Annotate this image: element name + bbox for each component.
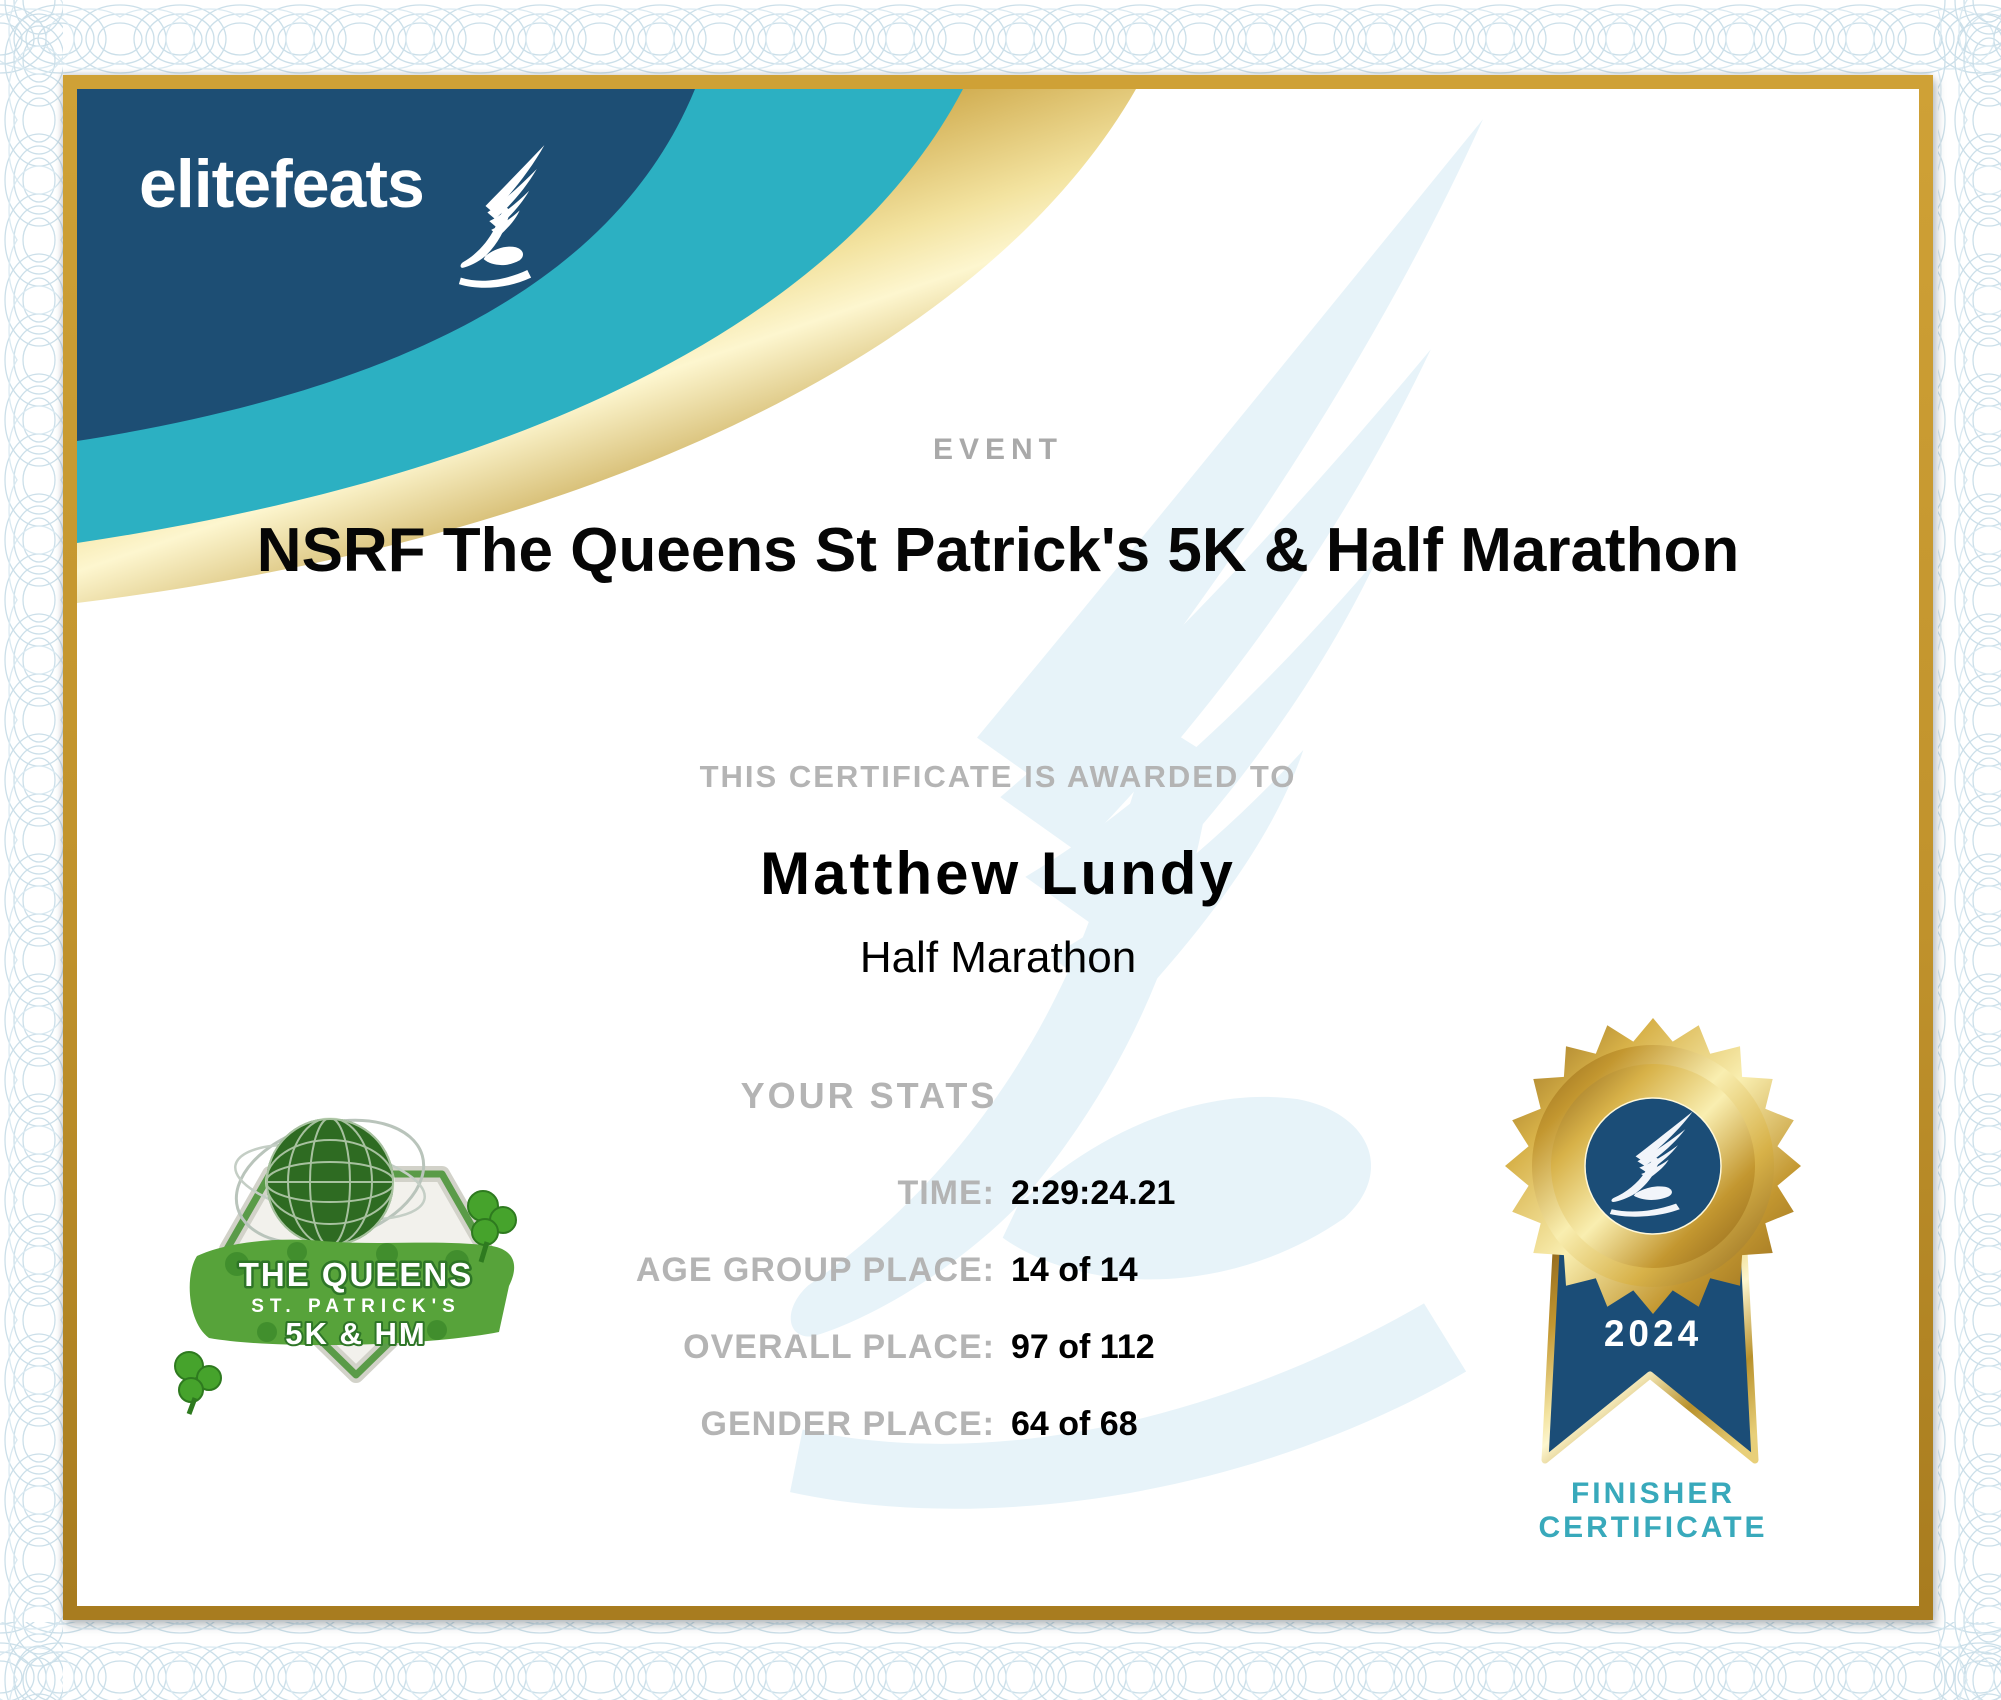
finisher-medal: 2024: [1505, 1018, 1801, 1464]
stat-label: GENDER PLACE:: [700, 1405, 995, 1443]
logo-title: THE QUEENS: [239, 1256, 474, 1293]
medal-year: 2024: [1604, 1313, 1702, 1354]
awarded-intro: THIS CERTIFICATE IS AWARDED TO: [699, 759, 1297, 794]
event-logo: THE QUEENS ST. PATRICK'S 5K & HM: [174, 1117, 517, 1415]
stats-list: TIME: 2:29:24.21 AGE GROUP PLACE: 14 of …: [77, 1155, 1919, 1463]
recipient-name: Matthew Lundy: [760, 840, 1236, 907]
event-label: EVENT: [932, 433, 1064, 466]
shamrock-icon: [467, 1190, 517, 1263]
stat-value: 97 of 112: [1011, 1328, 1155, 1366]
finisher-caption: FINISHER CERTIFICATE: [1453, 1477, 1853, 1545]
stat-row: GENDER PLACE: 64 of 68: [77, 1386, 1919, 1463]
certificate-body: elitefeats EVENT NSRF The Queens St Patr…: [77, 89, 1919, 1606]
shamrock-icon: [174, 1351, 222, 1415]
stats-heading: YOUR STATS: [740, 1075, 998, 1116]
event-title: NSRF The Queens St Patrick's 5K & Half M…: [256, 516, 1740, 585]
stat-row: OVERALL PLACE: 97 of 112: [77, 1309, 1919, 1386]
stat-label: AGE GROUP PLACE:: [635, 1251, 995, 1289]
division-name: Half Marathon: [859, 933, 1137, 982]
winged-foot-icon: [457, 143, 552, 295]
stat-value: 14 of 14: [1011, 1251, 1138, 1289]
finisher-caption-line2: CERTIFICATE: [1538, 1511, 1768, 1544]
stat-value: 64 of 68: [1011, 1405, 1138, 1443]
stat-label: OVERALL PLACE:: [683, 1328, 995, 1366]
header-curve-navy: [77, 89, 695, 441]
stat-label: TIME:: [897, 1174, 995, 1212]
logo-distance: 5K & HM: [285, 1316, 426, 1351]
header-curves: [77, 89, 1136, 603]
finisher-caption-line1: FINISHER: [1570, 1477, 1735, 1510]
stat-row: AGE GROUP PLACE: 14 of 14: [77, 1232, 1919, 1309]
logo-clover-band: [189, 1239, 515, 1346]
logo-subtitle: ST. PATRICK'S: [251, 1296, 461, 1317]
brand-wordmark: elitefeats: [139, 146, 425, 222]
stat-row: TIME: 2:29:24.21: [77, 1155, 1919, 1232]
stat-value: 2:29:24.21: [1011, 1174, 1176, 1212]
